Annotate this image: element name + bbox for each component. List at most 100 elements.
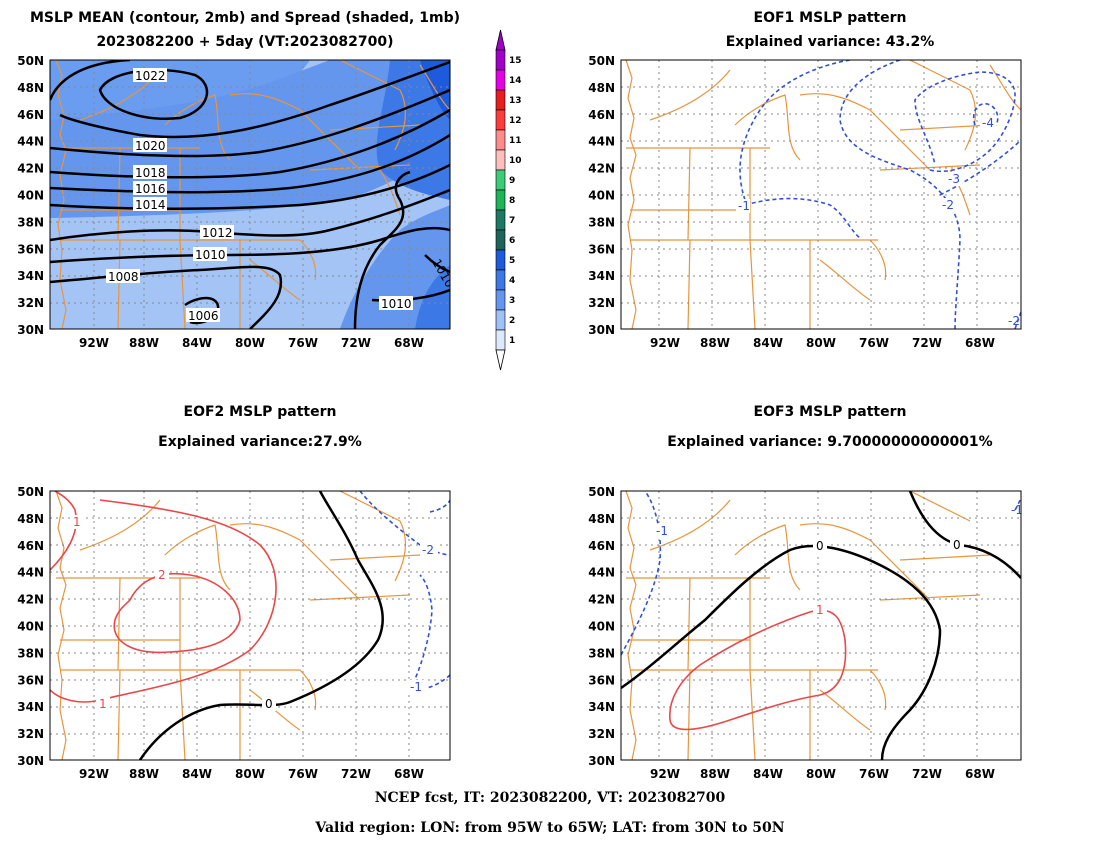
lat-tick-label: 34N xyxy=(588,269,615,283)
lon-tick-label: 72W xyxy=(912,767,942,781)
lat-tick-label: 34N xyxy=(17,269,44,283)
lat-tick-label: 44N xyxy=(17,135,44,149)
lat-tick-label: 36N xyxy=(588,242,615,256)
contour-label: -1 xyxy=(738,199,750,213)
lon-tick-label: 80W xyxy=(806,336,836,350)
lat-tick-label: 48N xyxy=(588,81,615,95)
lat-tick-label: 36N xyxy=(17,673,44,687)
panel-eof3-map: -1 0 0 1 -1 xyxy=(621,491,1021,760)
panel-eof3-subtitle: Explained variance: 9.70000000000001% xyxy=(667,434,993,450)
colorbar-cell xyxy=(495,169,506,191)
colorbar-cell xyxy=(495,269,506,291)
panel-eof2-title: EOF2 MSLP pattern xyxy=(183,404,337,420)
colorbar-cell xyxy=(495,149,506,171)
contour-label: 1020 xyxy=(135,139,166,153)
grid-lines xyxy=(50,491,450,760)
grid-lines xyxy=(621,60,1021,329)
lon-tick-label: 84W xyxy=(182,767,212,781)
panel-eof1-frame xyxy=(620,59,1022,330)
colorbar-top-triangle xyxy=(495,29,506,51)
panel-mean-map: 1022 1020 1018 1016 1014 1012 1010 1008 … xyxy=(50,60,450,329)
contour-label: -3 xyxy=(948,172,960,186)
lon-tick-label: 92W xyxy=(650,336,680,350)
lat-tick-label: 50N xyxy=(588,485,615,499)
lon-tick-label: 88W xyxy=(700,767,730,781)
footer-line-1: NCEP fcst, IT: 2023082200, VT: 202308270… xyxy=(374,790,726,806)
lon-tick-label: 80W xyxy=(235,336,265,350)
colorbar-label: 5 xyxy=(509,256,515,266)
lat-tick-label: 30N xyxy=(588,754,615,768)
lat-tick-label: 38N xyxy=(588,215,615,229)
lon-tick-label: 84W xyxy=(753,336,783,350)
colorbar-cell xyxy=(495,229,506,251)
lat-tick-label: 34N xyxy=(588,700,615,714)
contour-label: -2 xyxy=(1008,314,1020,328)
colorbar-label: 11 xyxy=(509,136,522,146)
colorbar-cell xyxy=(495,69,506,91)
colorbar-cell xyxy=(495,49,506,71)
lon-tick-label: 76W xyxy=(859,767,889,781)
lat-tick-label: 50N xyxy=(588,54,615,68)
lat-tick-label: 32N xyxy=(17,727,44,741)
contour-label: 0 xyxy=(265,697,273,711)
lon-tick-label: 72W xyxy=(341,336,371,350)
footer-line-2: Valid region: LON: from 95W to 65W; LAT:… xyxy=(315,820,785,836)
contour-label: 1010 xyxy=(195,248,226,262)
colorbar-cell xyxy=(495,249,506,271)
colorbar-cell xyxy=(495,109,506,131)
lat-tick-label: 42N xyxy=(17,593,44,607)
contour-label: 1006 xyxy=(188,309,219,323)
colorbar-label: 2 xyxy=(509,316,515,326)
contour-label: 2 xyxy=(158,568,166,582)
lat-tick-label: 32N xyxy=(588,296,615,310)
lat-tick-label: 34N xyxy=(17,700,44,714)
mslp-contours xyxy=(50,60,450,329)
colorbar-cell xyxy=(495,129,506,151)
lon-tick-label: 92W xyxy=(650,767,680,781)
colorbar-label: 15 xyxy=(509,56,522,66)
colorbar-label: 10 xyxy=(509,156,522,166)
lat-tick-label: 48N xyxy=(17,512,44,526)
contour-label: 0 xyxy=(816,539,824,553)
colorbar-label: 3 xyxy=(509,296,515,306)
lon-tick-label: 88W xyxy=(700,336,730,350)
lon-tick-label: 72W xyxy=(341,767,371,781)
panel-mean-subtitle: 2023082200 + 5day (VT:2023082700) xyxy=(96,34,394,50)
lon-tick-label: 76W xyxy=(288,336,318,350)
contour-label: 1014 xyxy=(135,198,166,212)
lat-tick-label: 30N xyxy=(588,323,615,337)
lon-tick-label: 88W xyxy=(129,336,159,350)
lon-tick-label: 76W xyxy=(859,336,889,350)
lat-tick-label: 38N xyxy=(17,215,44,229)
lat-tick-label: 32N xyxy=(17,296,44,310)
lon-tick-label: 92W xyxy=(79,767,109,781)
contour-label: 1018 xyxy=(135,166,166,180)
contour-label: 1010 xyxy=(381,297,412,311)
map-outline xyxy=(55,491,421,760)
lat-tick-label: 44N xyxy=(588,135,615,149)
colorbar-bottom-triangle xyxy=(495,349,506,371)
colorbar-label: 8 xyxy=(509,196,515,206)
lat-tick-label: 40N xyxy=(17,620,44,634)
contour-label: -1 xyxy=(656,524,668,538)
contour-labels-eof1: -1 -2 -3 -4 -2 xyxy=(736,116,1020,328)
contour-label: 0 xyxy=(953,538,961,552)
colorbar-label: 4 xyxy=(509,276,515,286)
lon-tick-label: 72W xyxy=(912,336,942,350)
contour-labels-mean: 1022 1020 1018 1016 1014 1012 1010 1008 … xyxy=(106,68,450,323)
colorbar-cell xyxy=(495,329,506,351)
contour-label: 1016 xyxy=(135,182,166,196)
lat-tick-label: 40N xyxy=(588,620,615,634)
lat-tick-label: 30N xyxy=(17,754,44,768)
lon-tick-label: 92W xyxy=(79,336,109,350)
contour-label: 1012 xyxy=(202,226,233,240)
lat-tick-label: 50N xyxy=(17,54,44,68)
lat-tick-label: 40N xyxy=(588,189,615,203)
lat-tick-label: 46N xyxy=(588,539,615,553)
contour-label: 1 xyxy=(73,515,81,529)
lon-tick-label: 68W xyxy=(394,336,424,350)
lat-tick-label: 46N xyxy=(17,108,44,122)
colorbar-cell xyxy=(495,209,506,231)
contour-label: 1 xyxy=(99,697,107,711)
